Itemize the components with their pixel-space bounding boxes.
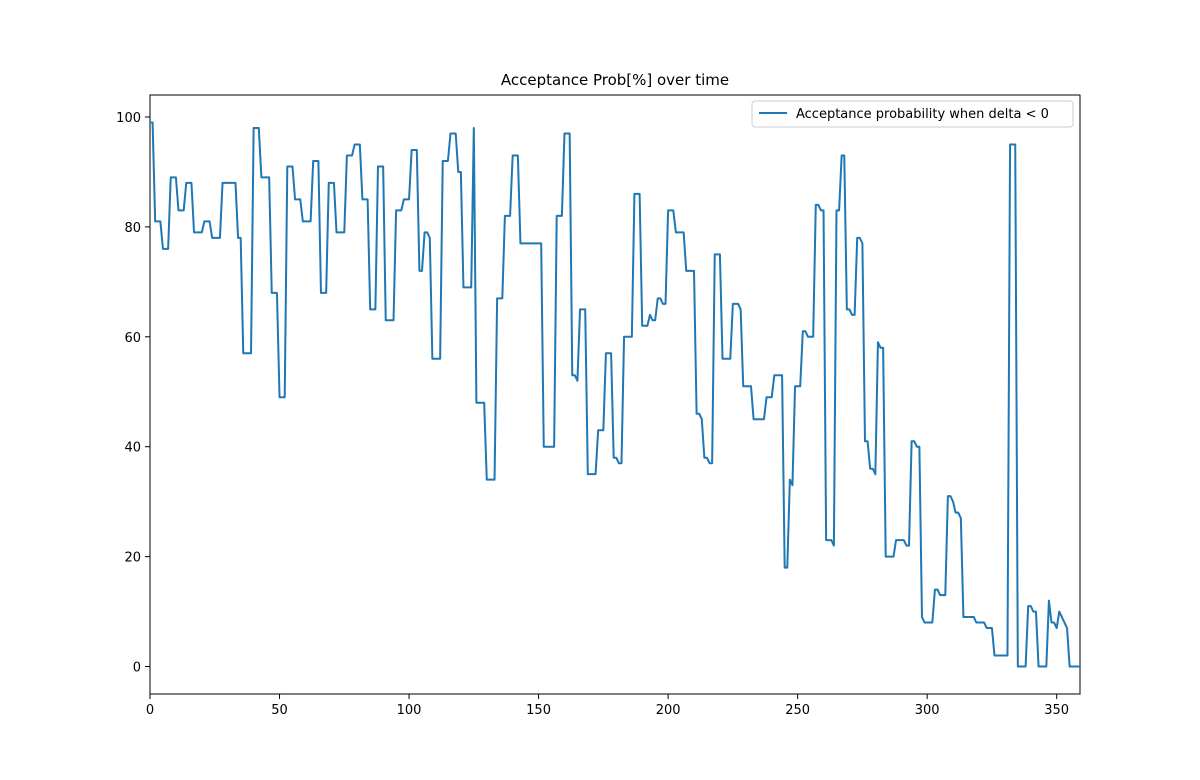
y-tick-label: 20	[124, 551, 141, 566]
x-tick-label: 100	[397, 703, 422, 718]
y-tick-label: 60	[124, 331, 141, 346]
series-layer	[150, 121, 1080, 668]
legend-label: Acceptance probability when delta < 0	[796, 107, 1049, 122]
plot-area: 0 50 100 150 200 250 300 350 0 20 40 60 80 100	[116, 94, 1081, 718]
x-tick-label: 300	[915, 703, 940, 718]
x-tick-label: 350	[1044, 703, 1069, 718]
x-tick-label: 50	[271, 703, 288, 718]
y-tick-label: 100	[116, 111, 141, 126]
y-tick-label: 0	[133, 661, 141, 676]
y-tick-label: 40	[124, 441, 141, 456]
y-tick-label: 80	[124, 221, 141, 236]
legend: Acceptance probability when delta < 0	[751, 100, 1074, 128]
x-tick-label: 150	[526, 703, 551, 718]
y-axis-ticks: 0 20 40 60 80 100	[116, 111, 150, 676]
plot-frame	[149, 94, 1081, 695]
legend-box	[751, 100, 1074, 128]
x-axis-ticks: 0 50 100 150 200 250 300 350	[146, 694, 1069, 718]
x-tick-label: 200	[656, 703, 681, 718]
x-tick-label: 250	[785, 703, 810, 718]
x-tick-label: 0	[146, 703, 154, 718]
series-line	[150, 121, 1080, 668]
chart-title: Acceptance Prob[%] over time	[501, 71, 729, 89]
